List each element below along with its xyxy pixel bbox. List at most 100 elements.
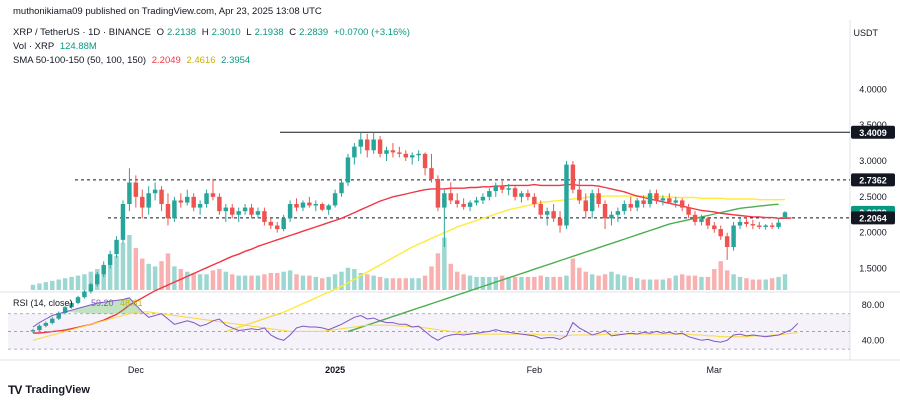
price-tag-label: 2.7362 — [859, 175, 887, 185]
volume-bar — [532, 276, 537, 290]
low-value: 2.1938 — [254, 27, 284, 38]
volume-bar — [127, 235, 132, 290]
volume-bar — [358, 272, 364, 290]
candle-body — [262, 211, 267, 222]
volume-bar — [673, 275, 678, 290]
candle-body — [320, 204, 325, 210]
sma50-line — [33, 183, 792, 334]
x-tick-label: Feb — [527, 365, 543, 375]
volume-bar — [223, 271, 229, 290]
candle-body — [230, 207, 235, 215]
volume-bar — [679, 274, 685, 290]
candle-body — [474, 200, 479, 203]
candle-body — [647, 193, 653, 204]
candle-body — [384, 150, 389, 154]
volume-bar — [133, 248, 139, 290]
candle-body — [345, 157, 351, 183]
candle-body — [307, 202, 312, 206]
candle-body — [416, 153, 421, 156]
candle-body — [744, 221, 749, 225]
volume-bar — [69, 276, 74, 290]
rsi-line — [32, 297, 799, 343]
volume-bar — [538, 275, 543, 290]
candle-body — [525, 193, 531, 197]
volume-bar — [384, 278, 389, 290]
candle-body — [30, 330, 36, 332]
currency-label[interactable]: USDT — [853, 28, 879, 38]
rsi-tick-label: 40.00 — [862, 335, 885, 345]
volume-bar — [262, 274, 267, 290]
volume-bar — [377, 276, 383, 290]
sma-label[interactable]: SMA 50-100-150 (50, 100, 150) — [13, 55, 147, 66]
volume-bar — [364, 274, 370, 290]
candle-body — [589, 193, 595, 212]
symbol-name[interactable]: XRP / TetherUS · 1D · BINANCE — [13, 27, 151, 38]
price-tick-label: 3.5000 — [859, 120, 887, 130]
volume-bar — [210, 270, 216, 290]
volume-label[interactable]: Vol · XRP — [13, 41, 55, 52]
volume-bar — [692, 275, 698, 290]
volume-bar — [763, 279, 768, 290]
candle-body — [628, 204, 633, 208]
candle-body — [397, 152, 402, 154]
volume-bar — [159, 261, 164, 290]
candle-body — [570, 164, 576, 190]
rsi-ma-value: 48.61 — [120, 298, 143, 308]
volume-bar — [737, 276, 743, 290]
candle-body — [519, 193, 524, 197]
candle-body — [493, 186, 498, 192]
volume-bar — [152, 266, 158, 290]
candle-body — [172, 200, 177, 219]
x-tick-label: Mar — [707, 365, 723, 375]
candle-body — [140, 196, 145, 208]
candle-body — [609, 214, 614, 219]
candle-body — [724, 236, 730, 247]
candle-body — [377, 139, 383, 154]
volume-bar — [429, 266, 434, 290]
volume-bar — [409, 278, 415, 290]
candle-body — [667, 198, 672, 203]
volume-bar — [718, 261, 723, 290]
volume-bar — [294, 274, 299, 290]
candle-body — [268, 221, 274, 226]
candle-body — [506, 188, 511, 190]
volume-bar — [757, 279, 762, 290]
candle-body — [442, 193, 447, 208]
volume-bar — [30, 284, 36, 290]
candle-body — [769, 225, 775, 227]
candle-body — [564, 164, 569, 226]
volume-bar — [332, 274, 338, 290]
candle-body — [146, 193, 151, 208]
candle-body — [757, 225, 762, 227]
footer-brand[interactable]: TV TradingView — [8, 383, 90, 397]
candle-body — [782, 212, 788, 218]
volume-bar — [75, 275, 81, 290]
candle-body — [185, 196, 190, 203]
candle-body — [654, 193, 659, 201]
candle-body — [551, 211, 556, 219]
change-value: +0.0700 (+3.16%) — [333, 27, 410, 38]
volume-bar — [101, 266, 106, 290]
candle-body — [686, 207, 691, 215]
tradingview-brand: TradingView — [25, 384, 90, 396]
price-tick-label: 2.0000 — [859, 228, 887, 238]
candle-body — [75, 297, 81, 303]
price-tag — [851, 211, 895, 225]
rsi-tick-label: 80.00 — [862, 300, 885, 310]
publisher-line: muthonikiama09 published on TradingView.… — [13, 6, 325, 17]
volume-bar — [191, 272, 196, 290]
volume-bar — [782, 274, 788, 290]
sma50-value: 2.2049 — [151, 55, 181, 66]
volume-bar — [320, 278, 325, 290]
volume-bar — [589, 274, 595, 290]
price-tag-label: 2.2064 — [859, 213, 887, 223]
candle-body — [107, 254, 113, 265]
volume-bar — [300, 275, 306, 290]
volume-bar — [667, 278, 672, 290]
volume-bar — [88, 271, 94, 290]
volume-bar — [512, 276, 518, 290]
volume-bar — [313, 276, 319, 290]
volume-bar — [577, 267, 582, 290]
